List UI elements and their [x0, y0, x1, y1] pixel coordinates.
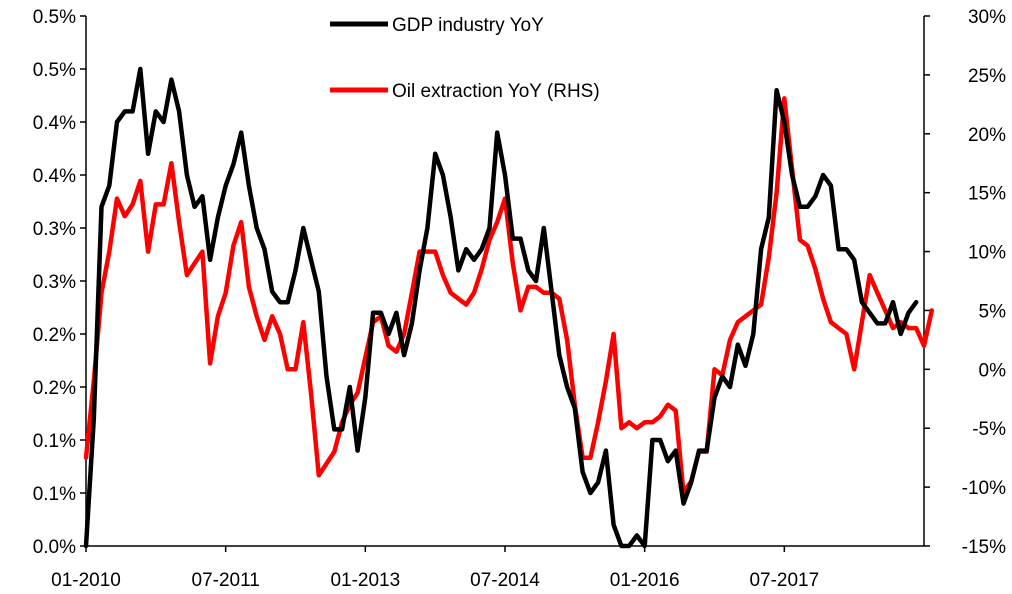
series-line-gdp-industry: [83, 66, 919, 549]
left-tick-label: 0.3%: [33, 272, 76, 293]
left-tick-label: 0.2%: [33, 378, 76, 399]
x-tick-label: 07-2017: [749, 570, 819, 591]
right-tick-label: -5%: [972, 419, 1006, 440]
left-tick-label: 0.3%: [33, 219, 76, 240]
left-tick-label: 0.0%: [33, 537, 76, 558]
left-tick-label: 0.4%: [33, 166, 76, 187]
right-tick-label: 0%: [979, 360, 1007, 381]
left-tick-label: 0.1%: [33, 431, 76, 452]
left-tick-label: 0.2%: [33, 325, 76, 346]
left-tick-label: 0.1%: [33, 484, 76, 505]
series-line-oil-extraction: [83, 96, 935, 496]
right-tick-label: -15%: [962, 537, 1006, 558]
x-tick-label: 01-2016: [610, 570, 680, 591]
legend-label-oil: Oil extraction YoY (RHS): [392, 81, 600, 102]
right-tick-label: -10%: [962, 478, 1006, 499]
x-axis-ticks: 01-2010 07-2011 01-2013 07-2014 01-2016 07-20…: [51, 546, 819, 591]
left-tick-label: 0.5%: [33, 7, 76, 28]
right-tick-label: 10%: [968, 243, 1006, 264]
x-tick-label: 01-2010: [51, 570, 121, 591]
right-tick-label: 25%: [968, 66, 1006, 87]
x-tick-label: 07-2014: [470, 570, 540, 591]
left-axis-ticks: 0.0% 0.1% 0.1% 0.2% 0.2% 0.3% 0.3% 0.4% 0.4% 0.5%…: [33, 7, 86, 558]
left-tick-label: 0.4%: [33, 113, 76, 134]
legend-item-oil: Oil extraction YoY (RHS): [330, 81, 600, 102]
series-layer: [83, 66, 935, 549]
x-tick-label: 07-2011: [192, 570, 260, 591]
legend-label-gdp: GDP industry YoY: [392, 15, 544, 36]
left-tick-label: 0.5%: [33, 60, 76, 81]
legend-item-gdp: GDP industry YoY: [330, 15, 544, 36]
right-tick-label: 15%: [968, 184, 1006, 205]
legend: GDP industry YoY Oil extraction YoY (RHS…: [330, 15, 600, 102]
right-tick-label: 30%: [968, 7, 1006, 28]
x-tick-label: 01-2013: [330, 570, 400, 591]
right-tick-label: 5%: [979, 301, 1007, 322]
right-tick-label: 20%: [968, 125, 1006, 146]
right-axis-ticks: -15% -10% -5% 0% 5% 10% 15% 20% 25% 30%: [924, 7, 1006, 558]
